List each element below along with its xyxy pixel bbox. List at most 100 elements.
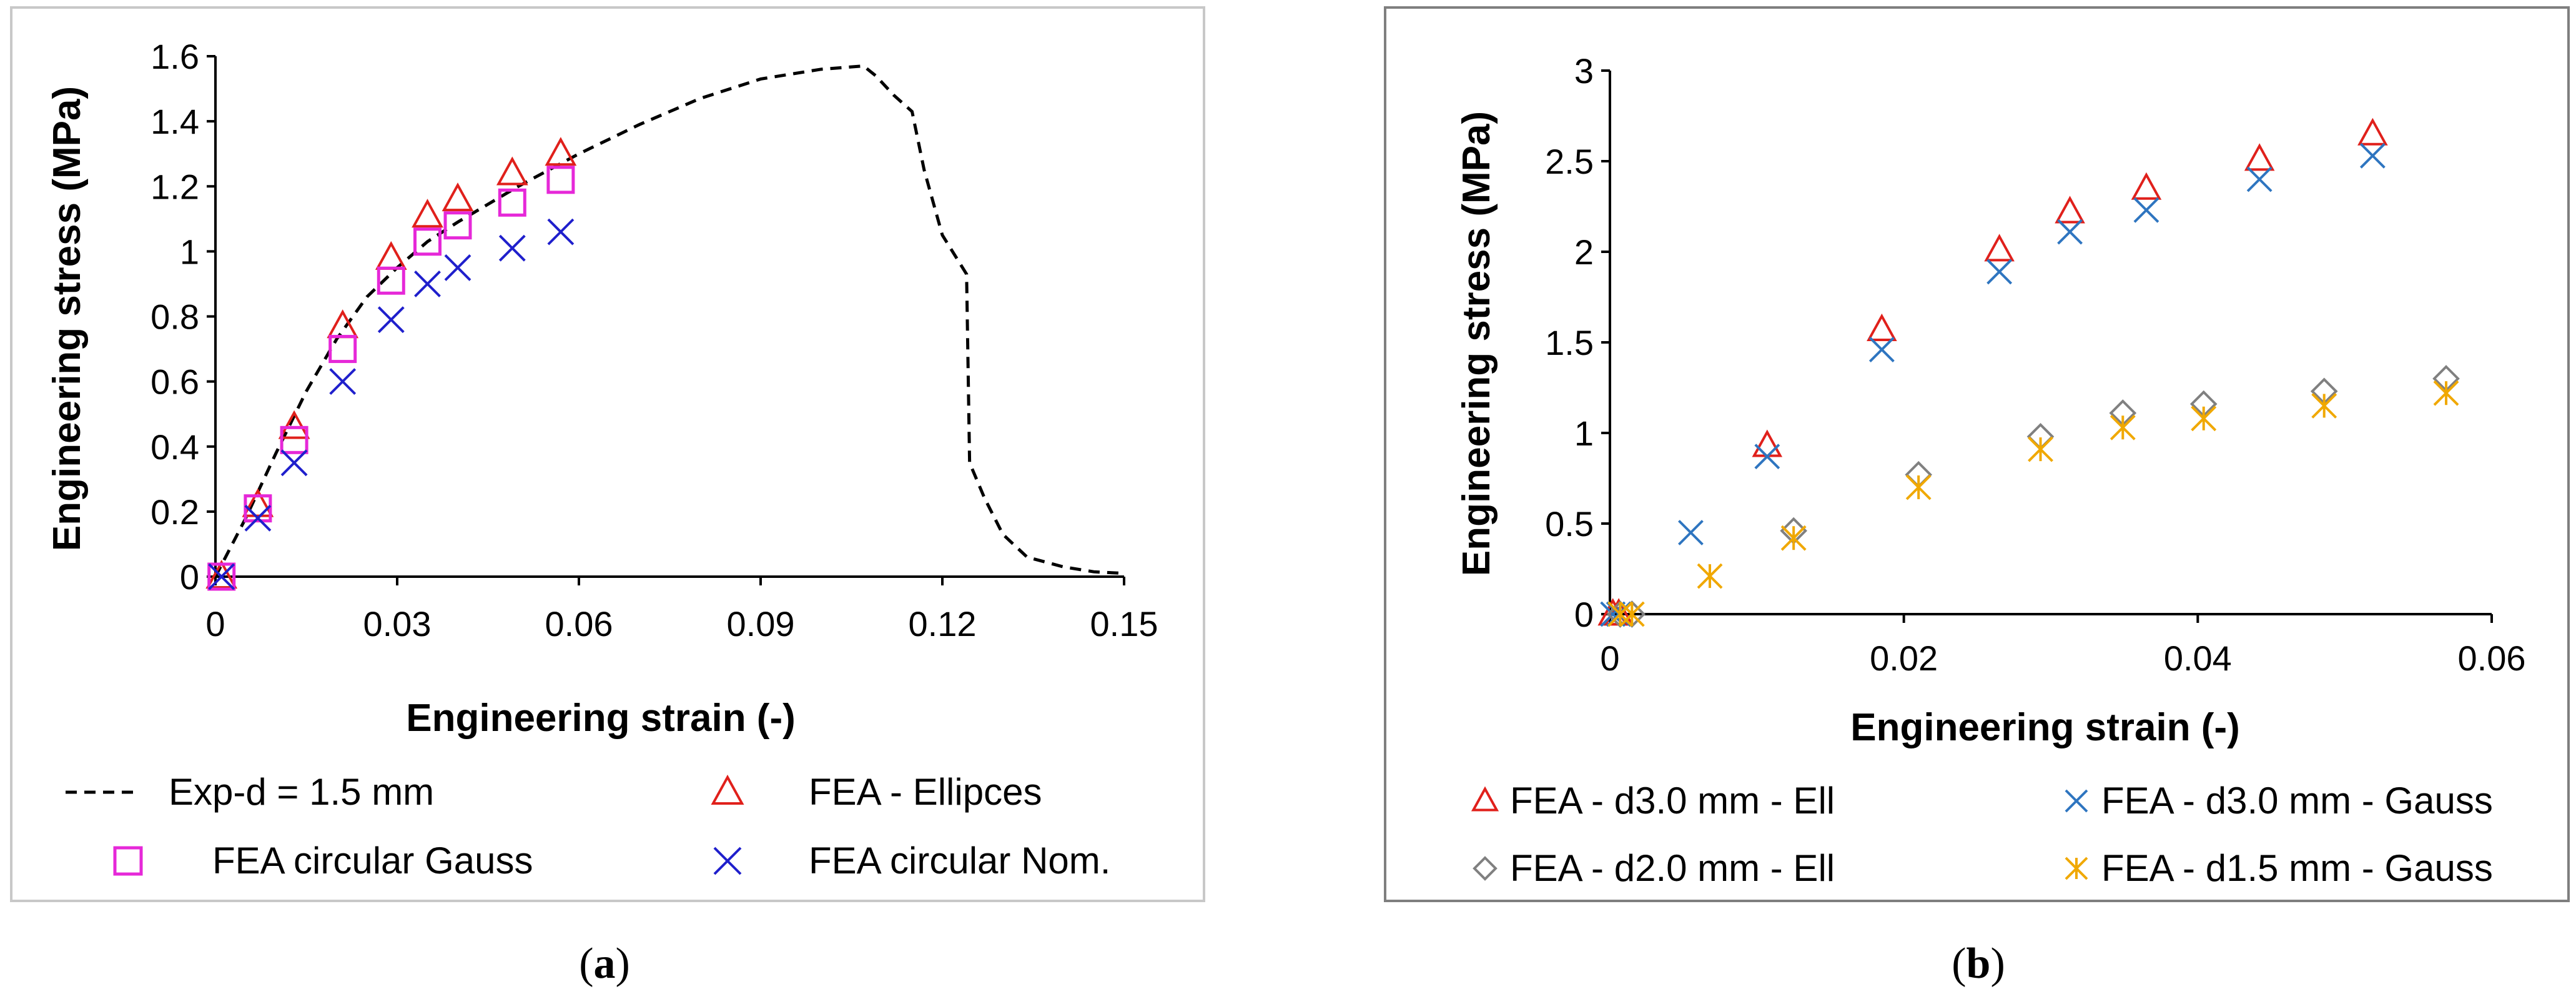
b-point-fea-d3-0-mm-gauss [2359,142,2386,169]
b-point-fea-d1-5-mm-gauss [2191,405,2217,432]
panel-a-y-axis-title: Engineering stress (MPa) [46,86,89,551]
a-y-tick-label: 0.2 [151,492,199,532]
panel-a: 0 0.2 0.4 0.6 0.8 1 1.2 1.4 1.6 0 0.03 0.06 0.09 0.12… [10,6,1205,902]
panel-b-x-axis-title: Engineering strain (-) [1850,706,2239,749]
b-point-fea-d1-5-mm-gauss [2311,393,2337,419]
a-legend-item: FEA circular Nom. [713,840,1110,882]
a-point-fea-circular-nom [208,563,235,590]
b-point-fea-d1-5-mm-gauss [1619,601,1645,627]
b-x-tick-label: 0 [1600,639,1619,678]
a-point-fea-circular-nom [498,234,526,262]
a-y-tick-label: 1 [180,232,199,271]
panel-b: 0 0.5 1 1.5 2 2.5 3 0 0.02 0.04 0.06 Engineering s… [1384,6,2570,902]
a-legend-key [113,846,143,876]
a-point-fea-circular-gauss [377,266,405,295]
a-legend-key [711,774,744,805]
a-point-fea-circular-gauss [443,211,472,240]
a-point-fea-circular-nom [329,368,357,395]
a-point-fea-circular-nom [547,218,575,246]
b-point-fea-d1-5-mm-gauss [1697,563,1723,589]
b-legend-key [2065,857,2088,880]
a-legend-label: Exp-d = 1.5 mm [169,771,434,813]
a-y-tick-label: 0.6 [151,362,199,402]
b-y-tick-label: 1 [1574,414,1594,453]
b-series-fea-d3-0-mm-gauss [1600,142,2386,627]
a-point-fea-ellipces [545,137,577,166]
b-point-fea-d1-5-mm-gauss [2028,436,2053,462]
b-x-tick-label: 0.06 [2458,639,2526,678]
b-point-fea-d3-0-mm-ell [2055,196,2085,224]
b-point-fea-d3-0-mm-gauss [2133,197,2159,223]
a-legend-item: Exp-d = 1.5 mm [66,771,434,813]
b-point-fea-d3-0-mm-gauss [1868,337,1895,363]
b-y-tick-label: 3 [1574,51,1594,91]
a-line-exp-d-1-5-mm [214,64,1125,578]
a-point-fea-circular-nom [414,271,441,297]
b-legend-item: FEA - d3.0 mm - Ell [1471,780,1835,822]
panel-a-frame [10,6,1205,902]
b-point-fea-d3-0-mm-gauss [1986,259,2013,285]
a-point-fea-circular-nom [244,504,272,532]
a-series-fea-ellipces [205,137,577,589]
panel-a-caption: (a) [579,940,630,988]
b-legend-item: FEA - d1.5 mm - Gauss [2065,847,2493,889]
a-x-tick-label: 0.09 [727,604,795,644]
b-legend-label: FEA - d2.0 mm - Ell [1510,847,1835,889]
a-point-fea-circular-nom [280,449,308,477]
a-legend-item: FEA - Ellipces [711,771,1042,813]
panel-b-caption: (b) [1952,940,2005,988]
a-y-tick-label: 0.8 [151,297,199,337]
b-legend-key [1473,856,1498,881]
b-point-fea-d1-5-mm-gauss [1905,474,1932,500]
b-legend-key [1471,786,1499,812]
a-legend-label: FEA - Ellipces [809,771,1042,813]
a-point-fea-circular-nom [444,254,471,281]
a-x-tick-label: 0.15 [1090,604,1158,644]
b-point-fea-d3-0-mm-gauss [1754,444,1780,470]
a-point-fea-circular-gauss [498,188,526,217]
panel-b-caption-letter: b [1967,940,1991,988]
a-point-fea-circular-gauss [244,494,272,523]
b-point-fea-d1-5-mm-gauss [2433,380,2459,406]
a-y-tick-label: 1.2 [151,167,199,206]
a-y-tick-label: 1.6 [151,37,199,76]
a-y-tick-label: 1.4 [151,102,199,141]
a-point-fea-ellipces [496,156,528,186]
a-legend-label: FEA circular Gauss [212,840,533,882]
a-x-tick-label: 0 [205,604,225,644]
panel-b-legend: FEA - d3.0 mm - Ell FEA - d3.0 mm - Gauss… [1471,780,2493,889]
a-y-tick-label: 0 [180,557,199,597]
b-point-fea-d1-5-mm-gauss [2110,414,2136,440]
a-point-fea-circular-nom [377,306,405,334]
panel-a-legend: Exp-d = 1.5 mm FEA - Ellipces FEA circular… [66,771,1110,882]
a-x-tick-label: 0.12 [909,604,977,644]
a-x-tick-label: 0.06 [545,604,613,644]
a-point-fea-circular-gauss [207,562,236,591]
a-point-fea-ellipces [442,182,474,212]
b-legend-key [2065,789,2088,813]
b-legend-item: FEA - d2.0 mm - Ell [1473,847,1835,889]
b-legend-label: FEA - d3.0 mm - Gauss [2101,780,2493,822]
b-point-fea-d1-5-mm-gauss [1607,601,1633,627]
b-x-tick-label: 0.04 [2164,639,2232,678]
a-point-fea-circular-gauss [328,335,357,364]
b-x-tick-label: 0.02 [1870,639,1938,678]
a-series-fea-circular-nom [208,218,575,590]
b-y-tick-label: 2 [1574,232,1594,272]
b-point-fea-d3-0-mm-ell [1984,234,2015,262]
b-point-fea-d3-0-mm-ell [2244,143,2275,171]
a-point-fea-ellipces [278,410,310,439]
b-point-fea-d3-0-mm-gauss [2057,219,2083,245]
a-legend-item: FEA circular Gauss [113,840,533,882]
a-point-fea-circular-gauss [280,425,308,454]
b-series-fea-d1-5-mm-gauss [1607,380,2459,627]
b-point-fea-d3-0-mm-ell [2131,172,2162,200]
b-legend-item: FEA - d3.0 mm - Gauss [2065,780,2493,822]
b-y-tick-label: 0.5 [1545,504,1594,544]
panel-a-caption-letter: a [594,940,616,988]
a-point-fea-ellipces [205,560,238,589]
a-legend-label: FEA circular Nom. [809,840,1110,882]
a-series-exp-d-1-5-mm [214,64,1125,578]
a-point-fea-circular-gauss [413,227,442,256]
